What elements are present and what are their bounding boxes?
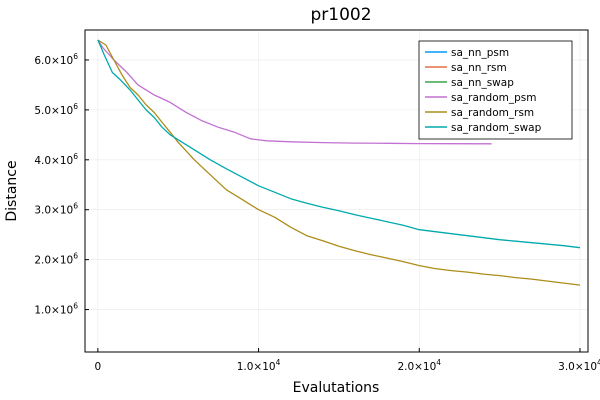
y-tick-exponent: 6 <box>73 202 78 211</box>
axis-ticks: 0 1.0×104 2.0×104 3.0×1041.0×1062.0×1063.0×… <box>34 52 600 373</box>
y-tick-label: 5.0×106 <box>34 102 78 117</box>
legend: sa_nn_psm sa_nn_rsm sa_nn_swap sa_random_ps… <box>418 40 573 140</box>
y-tick-exponent: 6 <box>73 52 78 61</box>
legend-entry: sa_random_rsm <box>451 107 534 119</box>
x-tick-label: 3.0×104 <box>558 358 600 373</box>
legend-box <box>418 40 573 140</box>
x-tick-mantissa: 3.0×10 <box>558 361 597 373</box>
y-tick-mantissa: 2.0×10 <box>34 255 73 267</box>
y-tick-label: 6.0×106 <box>34 52 78 67</box>
legend-entry: sa_nn_swap <box>451 77 514 89</box>
y-tick-mantissa: 1.0×10 <box>34 305 73 317</box>
series-line-sa-random-rsm <box>97 39 581 286</box>
plot-frame <box>84 29 589 353</box>
y-tick-exponent: 6 <box>73 252 78 261</box>
legend-entry: sa_random_swap <box>451 122 542 134</box>
y-tick-mantissa: 6.0×10 <box>34 55 73 67</box>
y-tick-mantissa: 4.0×10 <box>34 155 73 167</box>
y-tick-label: 2.0×106 <box>34 252 78 267</box>
legend-entry: sa_random_psm <box>451 92 537 104</box>
x-tick-exponent: 4 <box>597 358 600 367</box>
y-tick-mantissa: 3.0×10 <box>34 205 73 217</box>
series-line-sa-random-psm <box>97 39 492 145</box>
series-lines <box>97 39 581 286</box>
y-tick-mantissa: 5.0×10 <box>34 105 73 117</box>
y-tick-exponent: 6 <box>73 102 78 111</box>
y-tick-label: 3.0×106 <box>34 202 78 217</box>
x-axis-label: Evalutations <box>293 380 380 396</box>
x-tick-mantissa: 1.0×10 <box>237 361 276 373</box>
x-tick-exponent: 4 <box>276 358 281 367</box>
y-tick-exponent: 6 <box>73 302 78 311</box>
y-tick-label: 1.0×106 <box>34 302 78 317</box>
y-tick-label: 4.0×106 <box>34 152 78 167</box>
legend-entry: sa_nn_psm <box>451 47 509 59</box>
x-tick-label: 1.0×104 <box>237 358 281 373</box>
x-tick-label: 0 <box>95 361 102 373</box>
x-tick-mantissa: 2.0×10 <box>397 361 436 373</box>
y-tick-exponent: 6 <box>73 152 78 161</box>
legend-entry: sa_nn_rsm <box>451 62 507 74</box>
x-tick-exponent: 4 <box>436 358 441 367</box>
chart-title: pr1002 <box>310 5 371 25</box>
x-tick-label: 2.0×104 <box>397 358 441 373</box>
series-line-sa-random-swap <box>97 39 581 249</box>
x-tick-mantissa: 0 <box>95 361 102 373</box>
y-axis-label: Distance <box>4 160 20 221</box>
